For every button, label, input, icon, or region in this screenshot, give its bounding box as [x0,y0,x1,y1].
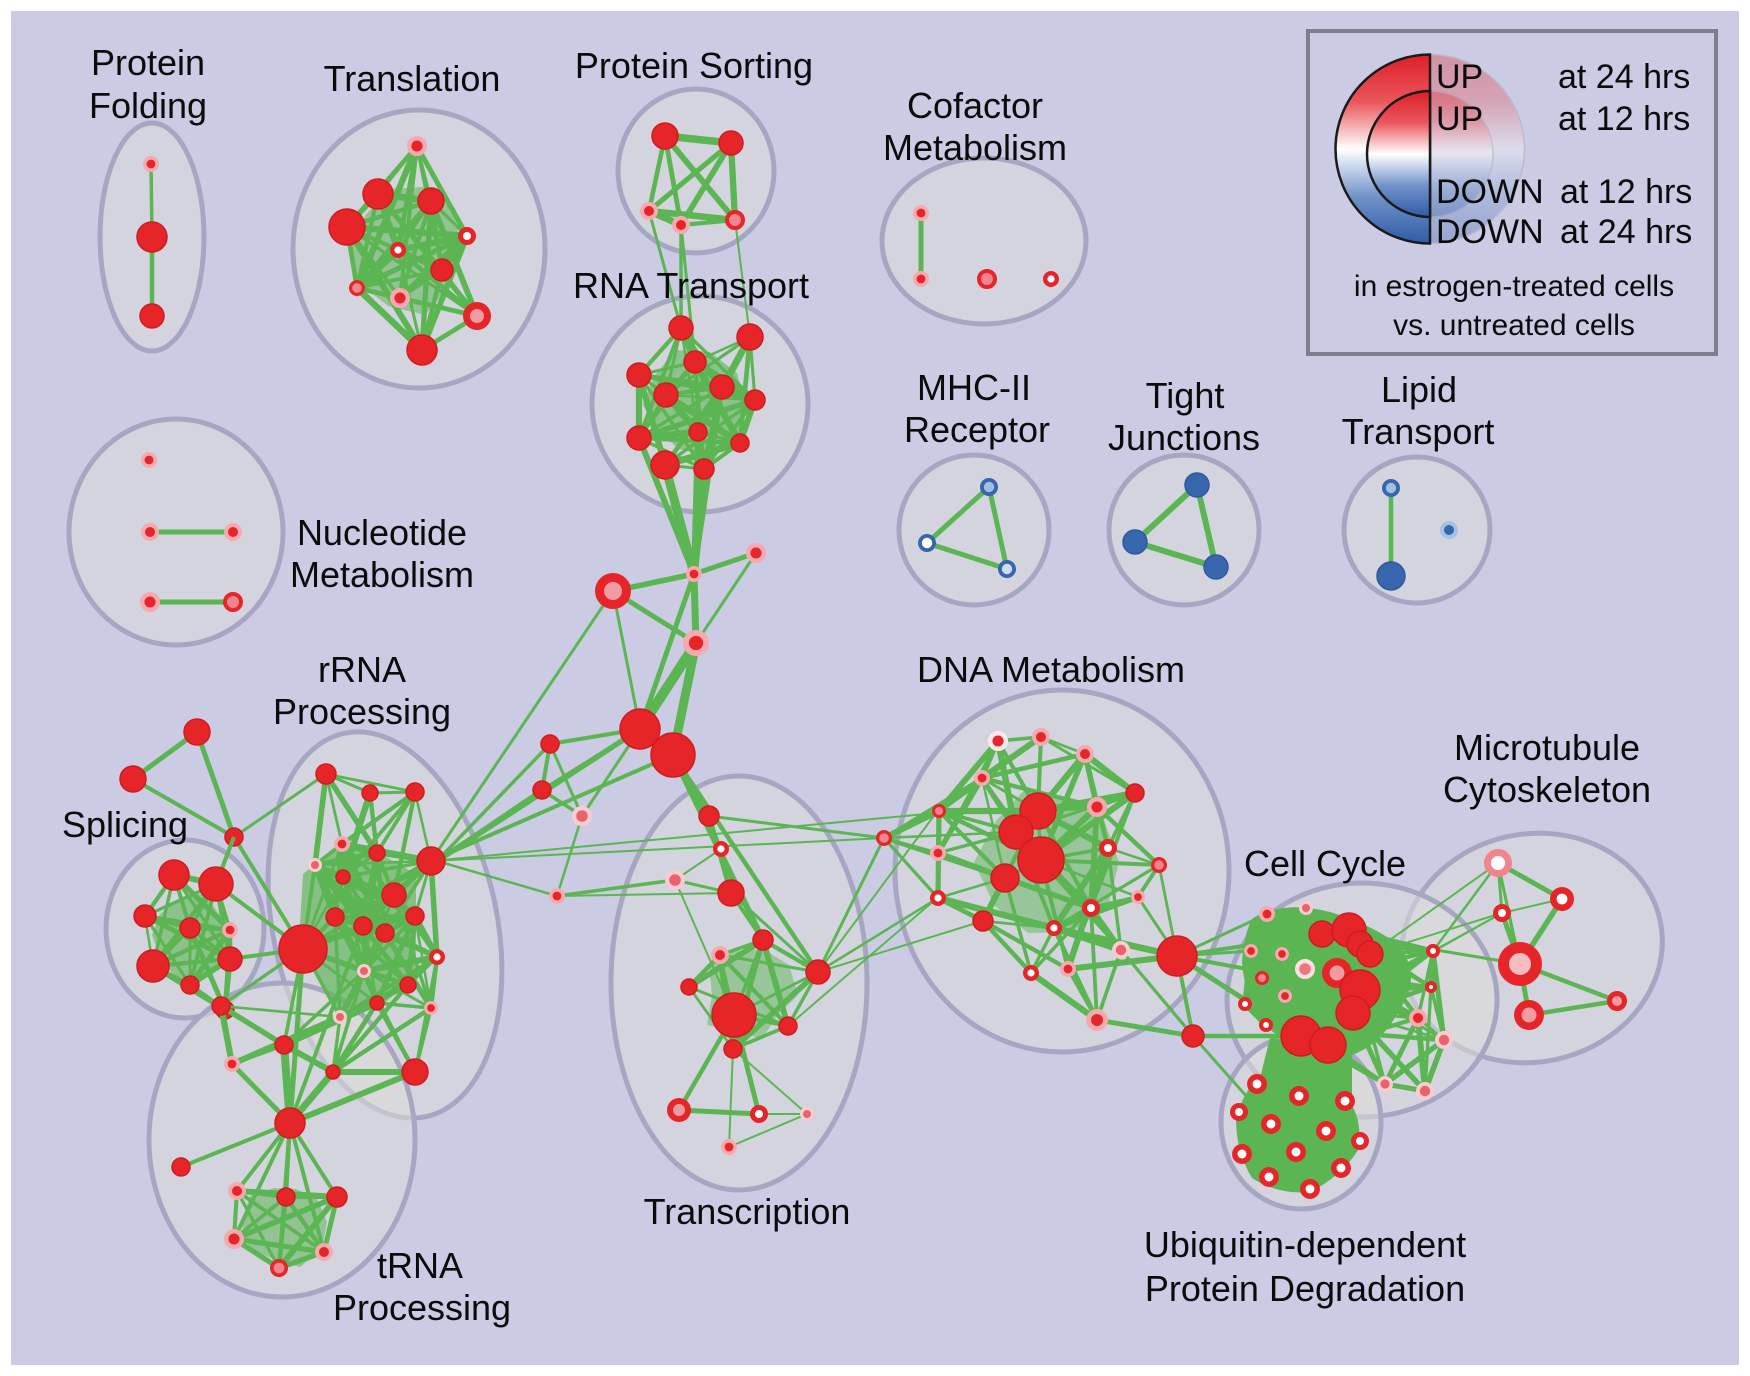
svg-text:Lipid: Lipid [1381,369,1457,410]
svg-text:Processing: Processing [273,691,451,732]
svg-text:Metabolism: Metabolism [883,127,1067,168]
svg-text:at 12 hrs: at 12 hrs [1558,100,1690,138]
svg-text:tRNA: tRNA [377,1245,463,1286]
svg-text:Transport: Transport [1342,411,1495,452]
svg-text:UP: UP [1436,58,1483,96]
svg-text:DNA Metabolism: DNA Metabolism [917,649,1185,690]
svg-text:Cytoskeleton: Cytoskeleton [1443,769,1651,810]
svg-text:DOWN: DOWN [1436,213,1544,251]
svg-text:Receptor: Receptor [904,409,1050,450]
svg-text:Nucleotide: Nucleotide [297,512,467,553]
svg-text:Junctions: Junctions [1108,417,1260,458]
svg-text:Tight: Tight [1146,375,1225,416]
svg-text:Metabolism: Metabolism [290,554,474,595]
svg-text:RNA Transport: RNA Transport [573,265,809,306]
svg-text:rRNA: rRNA [318,649,406,690]
svg-text:at 24 hrs: at 24 hrs [1560,213,1692,251]
svg-text:Transcription: Transcription [644,1191,851,1232]
svg-text:in estrogen-treated cells: in estrogen-treated cells [1354,270,1674,303]
svg-text:MHC-II: MHC-II [917,367,1031,408]
svg-text:Microtubule: Microtubule [1454,727,1640,768]
svg-text:Translation: Translation [324,58,501,99]
svg-text:Protein Sorting: Protein Sorting [575,45,813,86]
svg-text:at 12 hrs: at 12 hrs [1560,173,1692,211]
svg-text:Cofactor: Cofactor [907,85,1043,126]
svg-text:Folding: Folding [89,85,207,126]
svg-text:DOWN: DOWN [1436,173,1544,211]
svg-text:Cell Cycle: Cell Cycle [1244,843,1406,884]
svg-text:Protein: Protein [91,42,205,83]
svg-text:Ubiquitin-dependent: Ubiquitin-dependent [1144,1224,1466,1265]
svg-text:Splicing: Splicing [62,804,188,845]
svg-text:Protein Degradation: Protein Degradation [1145,1268,1465,1309]
svg-text:Processing: Processing [333,1287,511,1328]
svg-text:UP: UP [1436,100,1483,138]
svg-text:at 24 hrs: at 24 hrs [1558,58,1690,96]
svg-text:vs. untreated cells: vs. untreated cells [1393,309,1635,342]
